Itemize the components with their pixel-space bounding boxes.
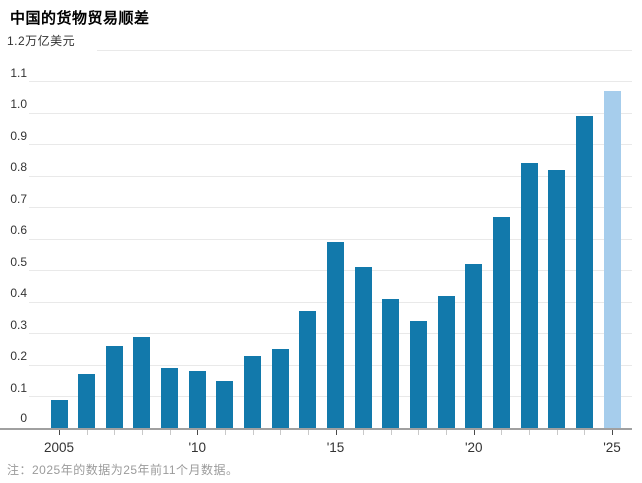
bar-2006: [78, 374, 96, 428]
x-axis-minor-tick: [280, 430, 282, 435]
gridline: [29, 175, 632, 177]
x-axis-label: 2005: [43, 440, 75, 455]
y-axis-label: 0.8: [0, 160, 27, 174]
x-axis-label: '15: [326, 440, 345, 455]
bar-2014: [299, 311, 317, 428]
x-axis-minor-tick: [501, 430, 503, 435]
x-axis-minor-tick: [363, 430, 365, 435]
chart-footnote: 注：2025年的数据为25年前11个月数据。: [7, 463, 239, 477]
gridline: [97, 49, 632, 51]
bar-2008: [133, 336, 151, 428]
y-axis-label: 0.7: [0, 191, 27, 206]
bar-2019: [437, 295, 455, 428]
y-axis-label: 0.3: [0, 317, 27, 332]
x-axis-minor-tick: [114, 430, 116, 435]
y-axis-unit-label: 1.2万亿美元: [7, 34, 76, 48]
gridline: [29, 238, 632, 240]
x-axis-major-tick: [473, 430, 475, 435]
x-axis-major-tick: [59, 430, 60, 435]
x-axis-baseline: [0, 428, 632, 430]
bar-2016: [354, 267, 372, 428]
bar-2023: [548, 169, 566, 428]
bar-2022: [520, 163, 538, 428]
bar-2011: [216, 380, 234, 428]
gridline: [29, 207, 632, 208]
y-axis-label: 0.4: [0, 286, 27, 300]
y-axis-label: 0.1: [0, 380, 27, 395]
x-axis-minor-tick: [252, 430, 254, 435]
y-axis-label: 0.2: [0, 349, 27, 363]
x-axis-label: '10: [188, 440, 207, 455]
bar-2005: [50, 399, 68, 428]
x-axis-minor-tick: [224, 430, 226, 435]
bar-2025: [603, 90, 621, 428]
x-axis-label: '25: [603, 440, 621, 455]
x-axis-minor-tick: [307, 430, 309, 435]
gridline: [29, 112, 632, 114]
y-axis-label: 0.6: [0, 223, 27, 237]
gridline: [29, 81, 632, 82]
bar-2018: [409, 320, 427, 428]
x-axis-minor-tick: [584, 430, 586, 435]
bar-2024: [575, 116, 593, 428]
bar-2017: [382, 298, 400, 428]
bar-2020: [465, 264, 483, 428]
bar-2012: [244, 355, 262, 428]
x-axis-minor-tick: [169, 430, 171, 435]
y-axis-label: 1.0: [0, 97, 27, 111]
y-axis-label: 0: [0, 411, 27, 425]
y-axis-label: 0.9: [0, 128, 27, 143]
bar-2021: [492, 216, 510, 428]
gridline: [29, 144, 632, 145]
x-axis-minor-tick: [86, 430, 88, 435]
chart-title: 中国的货物贸易顺差: [10, 10, 150, 27]
x-axis-minor-tick: [418, 430, 420, 435]
bar-2009: [161, 368, 179, 428]
bar-2015: [327, 242, 344, 428]
bar-2007: [105, 346, 123, 428]
x-axis-minor-tick: [529, 430, 531, 435]
x-axis-label: '20: [464, 440, 483, 455]
bar-2010: [188, 371, 206, 428]
x-axis-minor-tick: [390, 430, 392, 435]
x-axis-major-tick: [335, 430, 337, 435]
bar-2013: [271, 349, 289, 428]
x-axis-major-tick: [612, 430, 613, 435]
x-axis-minor-tick: [141, 430, 143, 435]
y-axis-label: 1.1: [0, 65, 27, 80]
x-axis-minor-tick: [556, 430, 558, 435]
y-axis-label: 0.5: [0, 254, 27, 269]
x-axis-minor-tick: [446, 430, 448, 435]
x-axis-major-tick: [197, 430, 199, 435]
